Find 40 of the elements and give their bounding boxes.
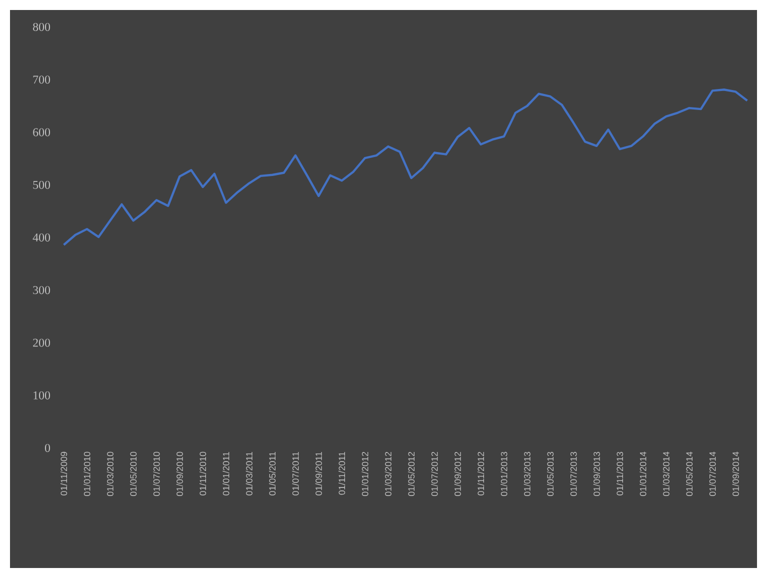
x-tick-label: 01/03/2013 [524,452,530,496]
x-tick-label: 01/05/2010 [130,452,137,496]
y-tick-label: 0 [44,444,50,452]
x-tick-label: 01/07/2010 [153,452,160,496]
x-tick-label: 01/01/2010 [84,452,90,496]
y-tick-label: 800 [33,22,50,32]
x-tick-label: 01/03/2014 [662,452,670,496]
x-tick-label: 01/01/2011 [222,452,230,496]
x-tick-label: 01/09/2014 [732,452,739,496]
x-tick-label: 01/05/2014 [686,452,693,496]
y-tick-label: 500 [33,180,50,189]
line-series [62,88,748,246]
x-tick-label: 01/05/2011 [269,452,276,496]
x-tick-label: 01/03/2011 [246,452,252,496]
x-tick-label: 01/09/2012 [454,452,461,496]
x-tick-label: 01/07/2011 [292,452,299,496]
x-tick-label: 01/11/2009 [60,452,68,496]
y-tick-label: 400 [32,233,50,242]
y-tick-label: 300 [33,286,50,294]
x-tick-label: 01/01/2014 [640,452,646,496]
x-tick-label: 01/07/2013 [570,452,577,496]
x-tick-label: 01/11/2011 [338,452,346,495]
x-tick-label: 01/11/2012 [478,452,484,496]
x-tick-label: 01/01/2012 [362,452,368,496]
x-tick-label: 01/05/2012 [408,452,415,496]
x-tick-label: 01/03/2010 [106,452,114,496]
x-tick-label: 01/03/2012 [384,452,392,496]
x-tick-label: 01/11/2013 [616,452,624,496]
x-tick-label: 01/01/2013 [500,452,508,496]
y-tick-label: 600 [33,128,50,136]
y-tick-label: 700 [33,76,50,84]
x-tick-label: 01/05/2013 [547,452,554,496]
x-tick-label: 01/07/2014 [709,452,716,496]
x-tick-label: 01/09/2013 [593,452,600,496]
x-tick-label: 01/11/2010 [200,452,206,496]
x-tick-label: 01/09/2010 [176,452,183,496]
x-tick-label: 01/09/2011 [315,452,322,496]
x-tick-label: 01/07/2012 [431,452,438,496]
y-tick-label: 100 [34,391,50,400]
y-tick-label: 200 [33,338,50,347]
